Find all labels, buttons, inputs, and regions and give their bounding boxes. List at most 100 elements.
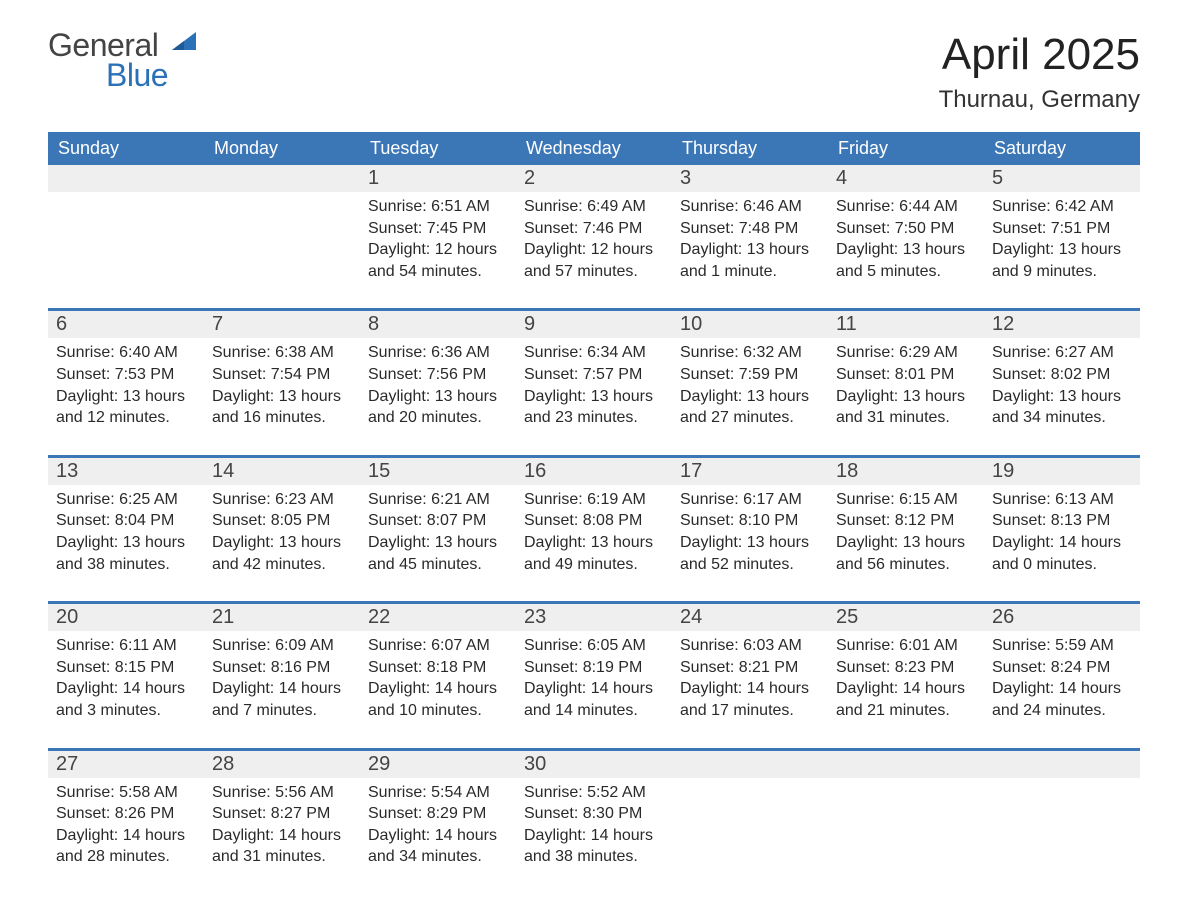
day-number: 14 xyxy=(204,458,360,485)
sunrise-line: Sunrise: 6:13 AM xyxy=(992,489,1132,511)
day-cell-header: 19 xyxy=(984,456,1140,485)
sunrise-line: Sunrise: 5:56 AM xyxy=(212,782,352,804)
week-daynum-row: 6789101112 xyxy=(48,310,1140,339)
sunrise-line: Sunrise: 6:11 AM xyxy=(56,635,196,657)
day-number: 2 xyxy=(516,165,672,192)
day-cell-header: 29 xyxy=(360,749,516,778)
sunset-line: Sunset: 8:13 PM xyxy=(992,510,1132,532)
week-daynum-row: 27282930 xyxy=(48,749,1140,778)
daylight-line: Daylight: 13 hours and 31 minutes. xyxy=(836,386,976,429)
daylight-line: Daylight: 13 hours and 45 minutes. xyxy=(368,532,508,575)
day-cell-header: 8 xyxy=(360,310,516,339)
day-cell-header: 28 xyxy=(204,749,360,778)
day-cell-header: 2 xyxy=(516,165,672,192)
day-cell-body: Sunrise: 6:21 AMSunset: 8:07 PMDaylight:… xyxy=(360,485,516,603)
sunrise-line: Sunrise: 6:46 AM xyxy=(680,196,820,218)
calendar-table: Sunday Monday Tuesday Wednesday Thursday… xyxy=(48,132,1140,894)
day-number: 1 xyxy=(360,165,516,192)
day-cell-body: Sunrise: 6:11 AMSunset: 8:15 PMDaylight:… xyxy=(48,631,204,749)
sunrise-line: Sunrise: 6:07 AM xyxy=(368,635,508,657)
day-number: 11 xyxy=(828,311,984,338)
day-number: 20 xyxy=(48,604,204,631)
day-number: 28 xyxy=(204,751,360,778)
sunset-line: Sunset: 7:54 PM xyxy=(212,364,352,386)
day-number xyxy=(984,751,1140,775)
day-cell-header xyxy=(828,749,984,778)
day-cell-body: Sunrise: 5:54 AMSunset: 8:29 PMDaylight:… xyxy=(360,778,516,894)
daylight-line: Daylight: 13 hours and 34 minutes. xyxy=(992,386,1132,429)
sunset-line: Sunset: 8:12 PM xyxy=(836,510,976,532)
day-number: 12 xyxy=(984,311,1140,338)
sunset-line: Sunset: 7:48 PM xyxy=(680,218,820,240)
day-cell-header: 4 xyxy=(828,165,984,192)
day-number: 6 xyxy=(48,311,204,338)
daylight-line: Daylight: 13 hours and 38 minutes. xyxy=(56,532,196,575)
sunset-line: Sunset: 7:45 PM xyxy=(368,218,508,240)
day-cell-header: 20 xyxy=(48,603,204,632)
day-cell-body: Sunrise: 6:40 AMSunset: 7:53 PMDaylight:… xyxy=(48,338,204,456)
day-cell-body: Sunrise: 6:17 AMSunset: 8:10 PMDaylight:… xyxy=(672,485,828,603)
day-cell-body xyxy=(984,778,1140,894)
day-cell-header: 5 xyxy=(984,165,1140,192)
day-cell-body: Sunrise: 5:59 AMSunset: 8:24 PMDaylight:… xyxy=(984,631,1140,749)
page-header: General Blue April 2025 Thurnau, Germany xyxy=(48,30,1140,114)
daylight-line: Daylight: 14 hours and 28 minutes. xyxy=(56,825,196,868)
day-number: 24 xyxy=(672,604,828,631)
day-number: 27 xyxy=(48,751,204,778)
week-sun-row: Sunrise: 5:58 AMSunset: 8:26 PMDaylight:… xyxy=(48,778,1140,894)
day-number xyxy=(672,751,828,775)
sunrise-line: Sunrise: 6:23 AM xyxy=(212,489,352,511)
day-number xyxy=(48,165,204,189)
sunset-line: Sunset: 8:05 PM xyxy=(212,510,352,532)
day-number xyxy=(204,165,360,189)
sunset-line: Sunset: 8:19 PM xyxy=(524,657,664,679)
day-number: 26 xyxy=(984,604,1140,631)
sunset-line: Sunset: 8:10 PM xyxy=(680,510,820,532)
title-block: April 2025 Thurnau, Germany xyxy=(939,30,1140,114)
day-cell-header: 18 xyxy=(828,456,984,485)
day-number: 3 xyxy=(672,165,828,192)
day-cell-body: Sunrise: 6:51 AMSunset: 7:45 PMDaylight:… xyxy=(360,192,516,310)
daylight-line: Daylight: 14 hours and 0 minutes. xyxy=(992,532,1132,575)
sunset-line: Sunset: 8:23 PM xyxy=(836,657,976,679)
day-number: 4 xyxy=(828,165,984,192)
day-cell-body: Sunrise: 6:07 AMSunset: 8:18 PMDaylight:… xyxy=(360,631,516,749)
sunset-line: Sunset: 8:21 PM xyxy=(680,657,820,679)
day-cell-header: 24 xyxy=(672,603,828,632)
day-header: Saturday xyxy=(984,132,1140,165)
day-cell-body: Sunrise: 6:46 AMSunset: 7:48 PMDaylight:… xyxy=(672,192,828,310)
daylight-line: Daylight: 14 hours and 7 minutes. xyxy=(212,678,352,721)
day-cell-body: Sunrise: 6:01 AMSunset: 8:23 PMDaylight:… xyxy=(828,631,984,749)
location: Thurnau, Germany xyxy=(939,86,1140,114)
day-cell-body: Sunrise: 6:36 AMSunset: 7:56 PMDaylight:… xyxy=(360,338,516,456)
sunrise-line: Sunrise: 6:32 AM xyxy=(680,342,820,364)
sunrise-line: Sunrise: 5:54 AM xyxy=(368,782,508,804)
day-cell-header: 7 xyxy=(204,310,360,339)
sunset-line: Sunset: 8:01 PM xyxy=(836,364,976,386)
day-number: 7 xyxy=(204,311,360,338)
day-cell-header: 1 xyxy=(360,165,516,192)
day-cell-body: Sunrise: 6:25 AMSunset: 8:04 PMDaylight:… xyxy=(48,485,204,603)
daylight-line: Daylight: 13 hours and 1 minute. xyxy=(680,239,820,282)
day-cell-body: Sunrise: 6:09 AMSunset: 8:16 PMDaylight:… xyxy=(204,631,360,749)
sunrise-line: Sunrise: 6:19 AM xyxy=(524,489,664,511)
day-number: 19 xyxy=(984,458,1140,485)
sunset-line: Sunset: 8:07 PM xyxy=(368,510,508,532)
sunrise-line: Sunrise: 6:40 AM xyxy=(56,342,196,364)
day-cell-body: Sunrise: 6:19 AMSunset: 8:08 PMDaylight:… xyxy=(516,485,672,603)
day-cell-body xyxy=(828,778,984,894)
day-cell-header: 23 xyxy=(516,603,672,632)
sunset-line: Sunset: 7:59 PM xyxy=(680,364,820,386)
day-cell-header: 27 xyxy=(48,749,204,778)
daylight-line: Daylight: 13 hours and 52 minutes. xyxy=(680,532,820,575)
sunset-line: Sunset: 7:57 PM xyxy=(524,364,664,386)
daylight-line: Daylight: 14 hours and 24 minutes. xyxy=(992,678,1132,721)
day-cell-body: Sunrise: 6:34 AMSunset: 7:57 PMDaylight:… xyxy=(516,338,672,456)
sunrise-line: Sunrise: 6:09 AM xyxy=(212,635,352,657)
day-number: 10 xyxy=(672,311,828,338)
day-number: 8 xyxy=(360,311,516,338)
day-cell-body: Sunrise: 6:49 AMSunset: 7:46 PMDaylight:… xyxy=(516,192,672,310)
daylight-line: Daylight: 14 hours and 21 minutes. xyxy=(836,678,976,721)
daylight-line: Daylight: 13 hours and 12 minutes. xyxy=(56,386,196,429)
sunset-line: Sunset: 8:29 PM xyxy=(368,803,508,825)
